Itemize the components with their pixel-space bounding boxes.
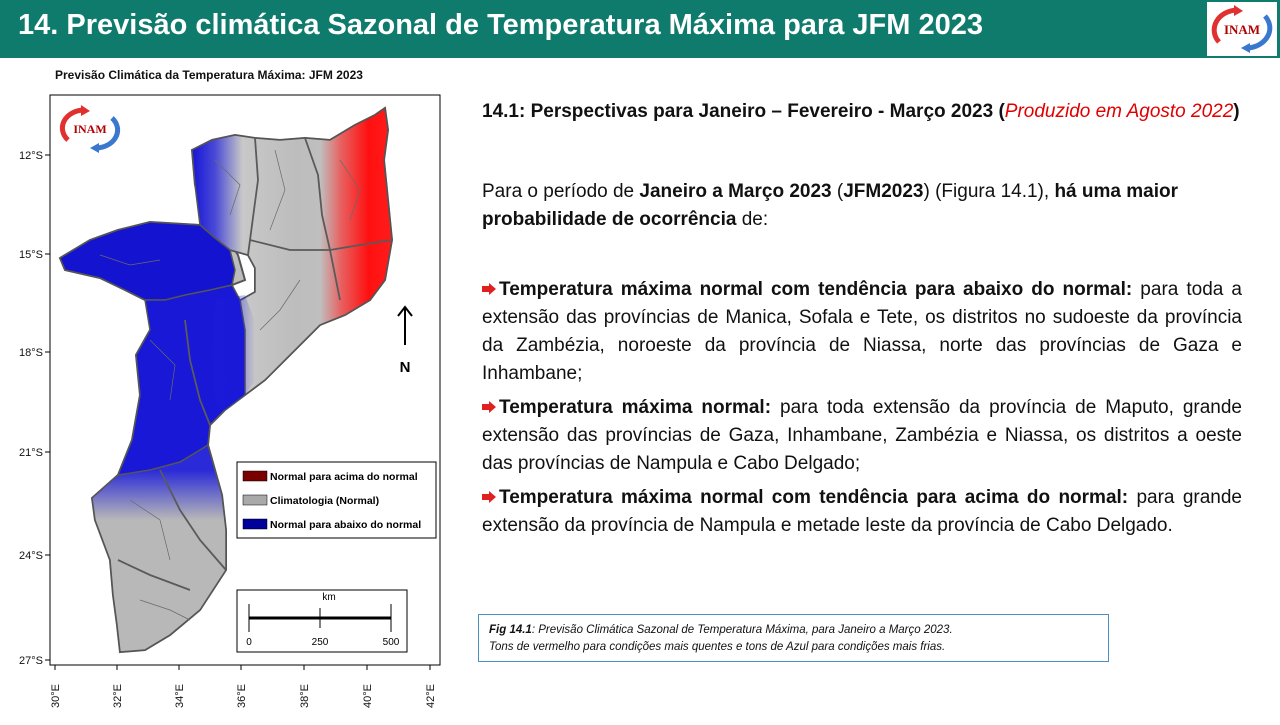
scale-unit: km [322, 592, 335, 603]
legend-label-below: Normal para abaixo do normal [270, 519, 421, 531]
legend-swatch-above [242, 470, 268, 482]
map-inam-logo: INAM [59, 105, 121, 153]
intro-paragraph: Para o período de Janeiro a Março 2023 (… [482, 181, 1178, 230]
scale-label: 500 [383, 637, 400, 648]
scale-bar: km 0 250 500 [236, 589, 408, 653]
map-legend: Normal para acima do normal Climatologia… [236, 461, 437, 539]
x-tick-label: 36°E [236, 684, 248, 708]
arrow-icon [482, 491, 496, 503]
y-tick-label: 27°S [19, 655, 43, 667]
north-arrow: N [397, 305, 413, 376]
scale-label: 250 [312, 637, 329, 648]
x-tick-label: 38°E [299, 684, 311, 708]
bullet-normal: Temperatura máxima normal: para toda ext… [482, 397, 1242, 474]
y-tick-label: 21°S [19, 447, 43, 459]
x-tick-label: 42°E [425, 684, 437, 708]
map-logo-text: INAM [73, 122, 106, 136]
logo-text: INAM [1224, 22, 1260, 37]
y-tick-label: 24°S [19, 550, 43, 562]
legend-swatch-below [242, 518, 268, 530]
y-tick-label: 18°S [19, 347, 43, 359]
map-title: Previsão Climática da Temperatura Máxima… [55, 68, 363, 82]
figure-caption: Fig 14.1: Previsão Climática Sazonal de … [478, 614, 1109, 662]
inam-logo: INAM [1207, 2, 1277, 56]
production-date: Produzido em Agosto 2022 [1004, 101, 1234, 122]
x-tick-label: 34°E [174, 684, 186, 708]
bullet-below-normal: Temperatura máxima normal com tendência … [482, 279, 1243, 384]
y-tick-label: 12°S [19, 150, 43, 162]
x-tick-label: 40°E [362, 684, 374, 708]
section-title: 14.1: Perspectivas para Janeiro – Fevere… [482, 101, 1240, 122]
forecast-map: INAM 12°S 15°S 18°S 21°S 24°S 27°S 30°E … [0, 62, 470, 720]
title-bar: 14. Previsão climática Sazonal de Temper… [0, 0, 1280, 58]
scale-label: 0 [246, 637, 252, 648]
north-label: N [400, 359, 411, 376]
legend-swatch-normal [242, 494, 268, 506]
bullet-list: Temperatura máxima normal com tendência … [482, 276, 1242, 546]
legend-label-normal: Climatologia (Normal) [270, 495, 379, 507]
y-tick-label: 15°S [19, 249, 43, 261]
x-tick-label: 30°E [50, 684, 62, 708]
x-tick-label: 32°E [112, 684, 124, 708]
arrow-icon [482, 283, 496, 295]
legend-label-above: Normal para acima do normal [270, 471, 418, 483]
bullet-above-normal: Temperatura máxima normal com tendência … [482, 487, 1243, 536]
arrow-icon [482, 401, 496, 413]
slide-title: 14. Previsão climática Sazonal de Temper… [18, 9, 983, 41]
